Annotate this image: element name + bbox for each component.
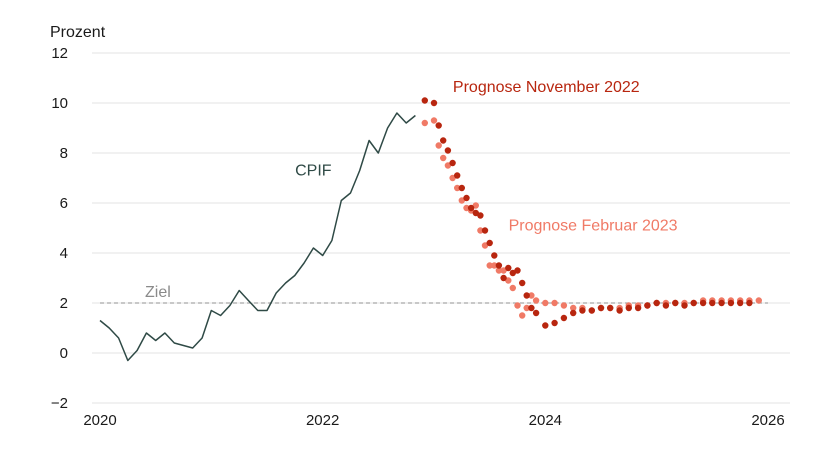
prognose-februar-2023-point (440, 154, 447, 162)
prognose-november-2022-point (528, 304, 535, 312)
y-axis-label: Prozent (50, 24, 106, 41)
prognose-februar-2023-point (519, 312, 526, 319)
annotations: CPIF Prognose November 2022 Prognose Febru… (295, 79, 678, 235)
prognose-februar-2023-point (458, 197, 465, 204)
prognose-februar-2023-point (505, 277, 512, 284)
x-tick-label: 2024 (529, 412, 562, 429)
prognose-november-2022-point (718, 299, 725, 307)
x-tick-label: 2022 (306, 412, 339, 429)
x-tick-label: 2020 (83, 412, 116, 429)
y-tick-label: 6 (60, 195, 68, 212)
annotation-label: CPIF (295, 163, 332, 180)
prognose-november-2022-point (672, 299, 679, 307)
y-tick-label: 4 (60, 245, 68, 262)
prognose-november-2022-point (421, 97, 428, 104)
y-axis: −2 0 2 4 6 8 10 12 (51, 45, 68, 412)
prognose-november-2022-point (737, 299, 744, 307)
prognose-november-2022-point (505, 264, 512, 272)
prognose-november-2022-point (607, 304, 614, 312)
prognose-november-2022-point (551, 319, 558, 327)
prognose-november-2022-point (523, 292, 530, 299)
prognose-februar-2023-point (570, 304, 577, 312)
prognose-november-2022-point (542, 322, 549, 329)
prognose-november-2022-point (449, 159, 456, 167)
prognose-november-2022-point (435, 122, 442, 129)
prognose-februar-2023-point (542, 299, 549, 307)
prognose-november-2022-point (625, 304, 632, 312)
y-tick-label: 12 (51, 45, 68, 62)
prognose-november-2022-point (486, 239, 493, 247)
prognose-november-2022-point (495, 262, 503, 269)
prognose-februar-2023-point (472, 202, 479, 209)
prognose-november-2022-point (467, 204, 475, 212)
prognose-november-2022-point (463, 194, 470, 202)
prognose-november-2022-point (458, 184, 465, 192)
y-tick-label: 0 (60, 345, 68, 362)
prognose-november-2022-point (444, 147, 452, 154)
prognose-november-2022-point (500, 274, 507, 282)
prognose-november-2022-point (727, 299, 735, 307)
prognose-november-2022-point (709, 299, 716, 307)
x-tick-label: 2026 (751, 412, 784, 429)
series (99, 97, 762, 362)
prognose-februar-2023-point (454, 184, 461, 192)
prognose-november-2022-point (644, 302, 651, 309)
prognose-februar-2023-point (509, 284, 516, 292)
prognose-november-2022-point (634, 304, 642, 312)
prognose-februar-2023-point (551, 299, 558, 307)
prognose-februar-2023-point (435, 142, 442, 149)
annotation-label: Prognose November 2022 (453, 79, 640, 96)
prognose-november-2022-point (597, 304, 605, 312)
prognose-februar-2023-point (755, 297, 762, 304)
prognose-februar-2023-point (532, 297, 540, 304)
prognose-november-2022-point (746, 299, 753, 307)
prognose-februar-2023-point (514, 302, 521, 309)
prognose-november-2022-point (699, 299, 707, 307)
prognose-november-2022-point (514, 267, 521, 274)
prognose-februar-2023-point (444, 162, 452, 169)
prognose-februar-2023-point (500, 267, 507, 274)
prognose-november-2022-point (579, 307, 586, 314)
prognose-november-2022-point (477, 212, 484, 219)
target-label: Ziel (145, 284, 171, 301)
prognose-februar-2023-point (560, 302, 568, 309)
prognose-februar-2023-point (477, 227, 484, 234)
annotation-label: Prognose Februar 2023 (509, 218, 678, 235)
prognose-februar-2023-point (528, 292, 535, 299)
prognose-februar-2023-point (523, 304, 530, 312)
y-tick-label: 10 (51, 95, 68, 112)
prognose-november-2022-point (440, 137, 447, 144)
prognose-november-2022-point (509, 269, 516, 277)
prognose-november-2022-point (681, 302, 688, 309)
prognose-februar-2023-point (481, 242, 489, 249)
prognose-november-2022-point (570, 309, 577, 317)
prognose-november-2022-point (430, 99, 438, 107)
prognose-februar-2023-point (421, 119, 428, 127)
prognose-november-2022-point (690, 299, 697, 307)
x-axis: 2020 2022 2024 2026 (83, 412, 784, 429)
y-tick-label: −2 (51, 395, 68, 412)
prognose-november-2022-point (491, 252, 498, 259)
cpif-line (99, 112, 416, 362)
prognose-november-2022-point (662, 302, 670, 309)
prognose-november-2022-point (560, 314, 568, 322)
prognose-februar-2023-point (430, 117, 438, 124)
prognose-november-2022-point (519, 279, 526, 287)
prognose-november-2022-point (481, 227, 489, 234)
y-tick-label: 2 (60, 295, 68, 312)
y-tick-label: 8 (60, 145, 68, 162)
prognose-november-2022-point (653, 299, 660, 307)
prognose-februar-2023-point (491, 262, 498, 269)
prognose-november-2022-point (616, 307, 623, 314)
prognose-februar-2023-point (486, 262, 493, 269)
prognose-februar-2023-point (495, 267, 503, 274)
prognose-november-2022-point (532, 309, 540, 317)
grid (92, 52, 790, 404)
prognose-november-2022-point (454, 172, 461, 179)
prognose-november-2022-point (588, 307, 595, 314)
